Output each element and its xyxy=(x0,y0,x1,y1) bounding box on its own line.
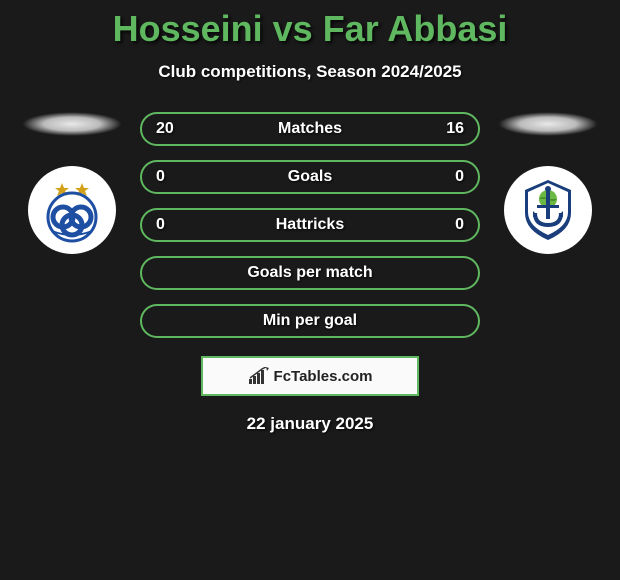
stat-label: Goals xyxy=(186,168,434,186)
esteghlal-logo-icon xyxy=(37,175,107,245)
stat-row-goals: 0 Goals 0 xyxy=(140,160,480,194)
stats-column: 20 Matches 16 0 Goals 0 0 Hattricks 0 Go… xyxy=(140,112,480,338)
date-label: 22 january 2025 xyxy=(0,414,620,434)
chart-icon xyxy=(248,367,270,385)
malavan-logo-icon xyxy=(513,175,583,245)
page-title: Hosseini vs Far Abbasi xyxy=(0,0,620,50)
stat-label: Goals per match xyxy=(156,264,464,282)
fctables-watermark: FcTables.com xyxy=(201,356,419,396)
right-player-col xyxy=(498,112,598,254)
stat-row-mpg: Min per goal xyxy=(140,304,480,338)
player-silhouette-left xyxy=(22,112,122,136)
stat-right-value: 0 xyxy=(434,216,464,234)
stat-left-value: 0 xyxy=(156,216,186,234)
stat-row-matches: 20 Matches 16 xyxy=(140,112,480,146)
stat-left-value: 20 xyxy=(156,120,186,138)
comparison-area: 20 Matches 16 0 Goals 0 0 Hattricks 0 Go… xyxy=(0,112,620,338)
stat-label: Matches xyxy=(186,120,434,138)
player-silhouette-right xyxy=(498,112,598,136)
subtitle: Club competitions, Season 2024/2025 xyxy=(0,62,620,82)
stat-left-value: 0 xyxy=(156,168,186,186)
stat-right-value: 0 xyxy=(434,168,464,186)
stat-right-value: 16 xyxy=(434,120,464,138)
right-club-badge xyxy=(504,166,592,254)
stat-row-hattricks: 0 Hattricks 0 xyxy=(140,208,480,242)
left-club-badge xyxy=(28,166,116,254)
left-player-col xyxy=(22,112,122,254)
stat-label: Min per goal xyxy=(156,312,464,330)
stat-row-gpm: Goals per match xyxy=(140,256,480,290)
stat-label: Hattricks xyxy=(186,216,434,234)
fctables-label: FcTables.com xyxy=(274,368,373,385)
